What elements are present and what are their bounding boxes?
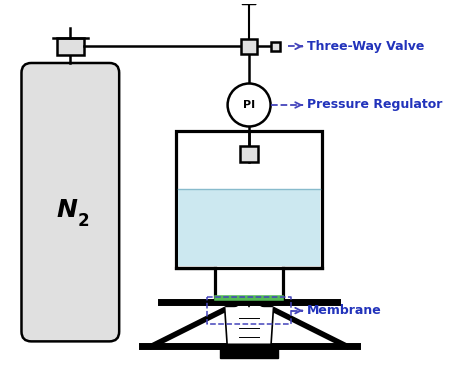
Bar [220,346,278,358]
Polygon shape [242,0,256,5]
Bar [240,146,258,162]
Text: Three-Way Valve: Three-Way Valve [307,40,424,53]
Polygon shape [225,307,273,344]
Text: PI: PI [243,100,255,110]
Bar [178,189,320,266]
Bar [241,39,257,54]
Bar [57,37,84,55]
Text: 2: 2 [77,212,89,230]
Text: N: N [57,198,78,222]
FancyBboxPatch shape [21,63,119,341]
Text: Pressure Regulator: Pressure Regulator [307,99,442,112]
Bar [176,132,322,268]
Text: Membrane: Membrane [307,304,382,317]
Bar [271,42,280,51]
Circle shape [228,84,271,127]
